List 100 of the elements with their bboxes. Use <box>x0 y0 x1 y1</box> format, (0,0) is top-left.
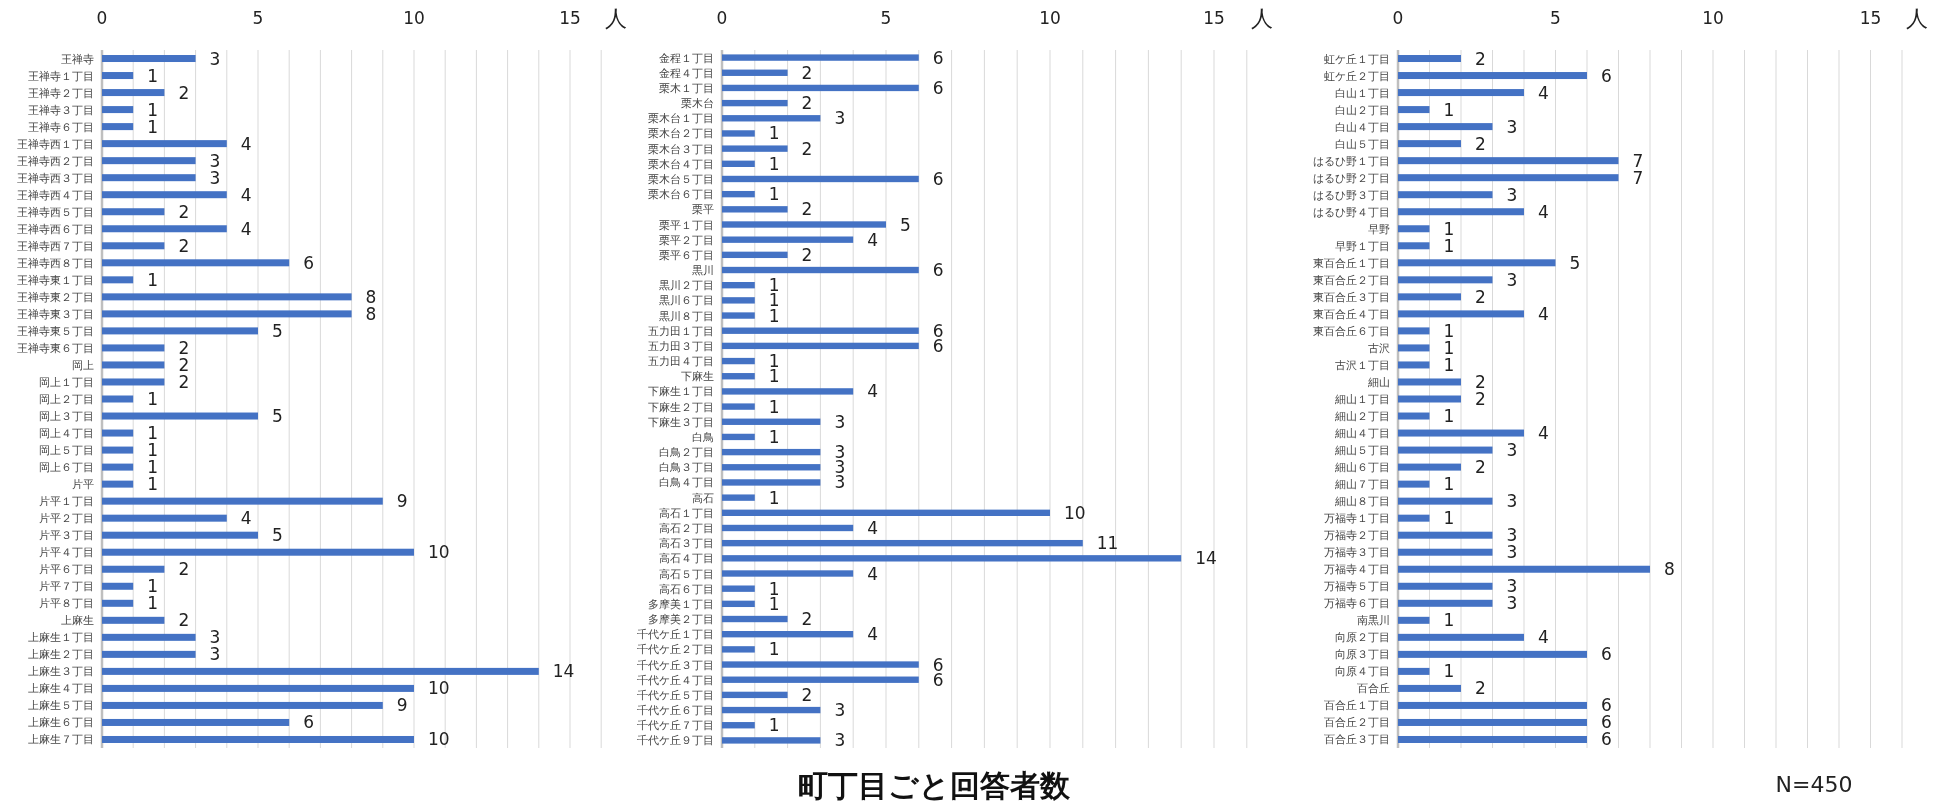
bar <box>722 160 755 167</box>
bar <box>722 722 755 729</box>
y-tick-label: 南黒川 <box>1357 614 1390 627</box>
bar <box>1398 378 1461 386</box>
bar <box>1398 480 1430 488</box>
y-tick-label: 栗木台２丁目 <box>648 127 714 140</box>
bar <box>102 293 352 301</box>
x-axis-title: 人 <box>605 6 628 31</box>
data-label: 1 <box>768 305 780 326</box>
y-tick-label: 高石５丁目 <box>659 567 714 580</box>
y-tick-label: 高石 <box>692 491 714 504</box>
y-tick-label: 千代ケ丘５丁目 <box>637 688 714 701</box>
y-tick-label: 王禅寺２丁目 <box>28 86 94 99</box>
y-tick-label: 百合丘 <box>1357 682 1390 695</box>
y-tick-label: 栗木台５丁目 <box>648 172 714 185</box>
data-label: 2 <box>801 138 813 159</box>
y-tick-label: 向原２丁目 <box>1335 631 1390 644</box>
x-tick-label: 0 <box>96 8 108 28</box>
bar <box>102 667 539 675</box>
bar <box>722 706 821 714</box>
y-tick-label: 王禅寺６丁目 <box>28 120 94 133</box>
y-tick-label: 細山７丁目 <box>1334 478 1390 491</box>
x-tick-label: 10 <box>403 8 425 28</box>
y-tick-label: 千代ケ丘３丁目 <box>637 658 714 671</box>
bar <box>102 378 165 386</box>
bar <box>102 684 414 692</box>
y-tick-label: 万福寺２丁目 <box>1324 529 1390 542</box>
bar <box>1398 616 1430 624</box>
data-label: 6 <box>1601 65 1612 86</box>
y-tick-label: 王禅寺東２丁目 <box>17 290 94 303</box>
bar <box>722 130 755 137</box>
y-tick-label: 栗平２丁目 <box>659 233 714 246</box>
data-label: 6 <box>303 252 315 273</box>
bar <box>1398 276 1493 284</box>
y-tick-label: 片平１丁目 <box>39 495 94 508</box>
bar <box>1398 140 1461 148</box>
bar <box>722 524 854 532</box>
y-tick-label: 下麻生３丁目 <box>648 415 714 428</box>
y-tick-label: 東百合丘２丁目 <box>1313 273 1390 286</box>
bar <box>1398 667 1430 675</box>
bar <box>1398 191 1493 199</box>
bar <box>102 106 134 114</box>
x-tick-label: 15 <box>1203 8 1225 28</box>
y-tick-label: 細山 <box>1367 375 1390 388</box>
bar <box>102 514 227 522</box>
y-tick-label: 万福寺１丁目 <box>1324 512 1390 525</box>
y-tick-label: 千代ケ丘６丁目 <box>637 704 714 717</box>
y-tick-label: 五力田３丁目 <box>648 339 714 352</box>
data-label: 1 <box>768 639 780 660</box>
x-tick-label: 5 <box>1550 8 1561 28</box>
bar <box>102 480 134 488</box>
bar <box>722 615 788 623</box>
data-label: 5 <box>272 525 283 546</box>
data-label: 1 <box>1443 661 1455 682</box>
y-tick-label: 古沢 <box>1368 341 1390 354</box>
data-label: 8 <box>1664 559 1675 580</box>
bar <box>722 99 788 107</box>
bar <box>722 555 1182 562</box>
data-label: 3 <box>834 730 846 751</box>
bar <box>722 570 854 577</box>
y-tick-label: 白山１丁目 <box>1335 86 1390 99</box>
y-tick-label: 東百合丘４丁目 <box>1313 307 1390 320</box>
bar <box>722 600 755 608</box>
y-tick-label: 黒川８丁目 <box>659 309 714 322</box>
y-tick-label: 千代ケ丘１丁目 <box>637 628 714 641</box>
bar <box>722 676 919 683</box>
y-tick-label: 万福寺３丁目 <box>1324 546 1390 559</box>
bar <box>102 208 165 216</box>
data-label: 1 <box>1443 610 1455 631</box>
y-tick-label: 王禅寺東３丁目 <box>17 307 94 320</box>
data-label: 9 <box>396 695 408 716</box>
data-label: 10 <box>428 678 450 699</box>
data-label: 3 <box>1506 184 1518 205</box>
y-tick-label: 上麻生１丁目 <box>28 631 94 644</box>
y-tick-label: 岡上 <box>72 358 94 371</box>
data-label: 3 <box>1506 491 1518 512</box>
y-tick-label: 白山２丁目 <box>1335 103 1390 116</box>
data-label: 14 <box>1195 548 1217 569</box>
bar <box>722 69 788 76</box>
y-tick-label: 岡上５丁目 <box>39 444 94 457</box>
data-label: 2 <box>178 235 190 256</box>
data-label: 2 <box>801 244 813 265</box>
y-tick-label: 黒川６丁目 <box>659 294 714 307</box>
bar <box>722 388 854 395</box>
y-tick-label: 岡上４丁目 <box>39 427 94 440</box>
y-tick-label: 王禅寺西２丁目 <box>17 154 94 167</box>
bar <box>722 433 755 441</box>
y-tick-label: 細山１丁目 <box>1334 393 1390 405</box>
y-tick-label: 虹ケ丘１丁目 <box>1324 52 1390 65</box>
y-tick-label: 下麻生 <box>681 370 714 383</box>
y-tick-label: 上麻生３丁目 <box>28 665 94 678</box>
bar <box>1398 242 1430 250</box>
data-label: 5 <box>272 320 283 341</box>
y-tick-label: 金程１丁目 <box>659 51 714 64</box>
bar <box>1398 259 1556 267</box>
bar <box>722 479 821 486</box>
y-tick-label: 早野１丁目 <box>1335 239 1390 252</box>
y-tick-label: 栗平 <box>692 203 714 216</box>
data-label: 10 <box>428 542 450 563</box>
bar <box>1398 701 1587 709</box>
